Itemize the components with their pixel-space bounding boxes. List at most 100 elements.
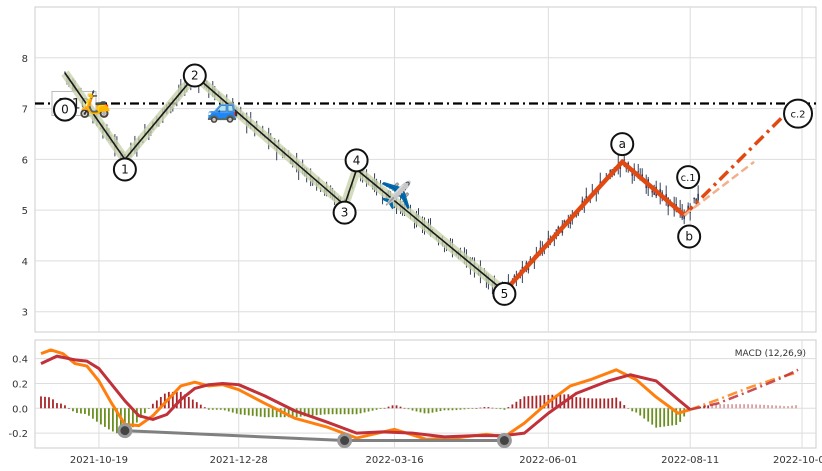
macd-y-axis: -0.2 0.0 0.2 0.4 [8, 355, 28, 440]
wave-label-text: 3 [341, 206, 349, 220]
price-y-axis: 3 4 5 6 7 8 [22, 54, 28, 319]
macd-histogram-bar [671, 408, 674, 426]
macd-histogram-bar [771, 405, 773, 409]
macd-histogram-bar [235, 408, 238, 414]
macd-histogram-bar [48, 397, 50, 409]
impulse-wave-line [64, 72, 505, 292]
candle-body [651, 190, 654, 193]
candle-body [64, 72, 66, 74]
wave-label-text: 1 [121, 163, 129, 177]
macd-histogram-bar [715, 404, 718, 409]
macd-histogram-bar [263, 408, 266, 418]
trough-marker [496, 433, 512, 449]
macd-histogram-bar [207, 408, 210, 410]
transport-icons: 🛵 🚙 ✈️ [79, 89, 413, 210]
candle-body [613, 173, 616, 175]
candle-body [631, 172, 634, 176]
wave-label-circle [52, 97, 77, 122]
macd-histogram-bar [171, 391, 174, 409]
macd-histogram-bar [151, 403, 154, 409]
macd-histogram-bar [112, 408, 114, 432]
macd-histogram-bar [355, 408, 358, 415]
macd-histogram-bar [767, 405, 769, 409]
macd-histogram-bar [315, 408, 318, 416]
macd-histogram-bar [191, 399, 194, 409]
macd-histogram-bar [643, 408, 646, 419]
macd-histogram-bar [119, 408, 122, 435]
candle-body [687, 205, 689, 211]
macd-histogram-bar [68, 408, 70, 409]
macd-histogram-bar [375, 408, 378, 410]
macd-histogram-bar [96, 408, 98, 422]
macd-histogram-bar [387, 406, 390, 409]
x-tick-label: 2022-10-06 [773, 455, 822, 466]
macd-lines [40, 348, 799, 441]
price-y-tick-label: 8 [22, 54, 28, 65]
macd-histogram-bar [303, 408, 306, 417]
macd-histogram-bar [599, 398, 602, 409]
macd-histogram-bar [351, 408, 354, 415]
macd-histogram-bar [531, 395, 534, 409]
macd-histogram-bar [463, 408, 466, 410]
macd-histogram-bar [347, 408, 350, 415]
price-y-tick-label: 5 [22, 206, 28, 217]
macd-histogram-bar [363, 408, 366, 413]
wave-label-circle [677, 224, 702, 249]
macd-histogram-bar [627, 408, 630, 409]
x-tick-label: 2022-06-01 [519, 455, 577, 466]
macd-histogram-bar [459, 408, 462, 410]
macd-histogram-bar [475, 408, 478, 409]
macd-histogram-bar [651, 408, 654, 425]
macd-histogram-bar [515, 401, 518, 409]
macd-histogram-bar [507, 407, 510, 409]
macd-histogram-bar [219, 408, 222, 410]
macd-histogram-bar [251, 408, 254, 416]
macd-grid [35, 340, 816, 448]
macd-histogram-bar [603, 398, 606, 409]
macd-histogram-bar [247, 408, 250, 416]
macd-histogram-bar [319, 408, 322, 415]
macd-histogram-bar [155, 400, 158, 409]
macd-histogram-bar [183, 394, 186, 409]
macd-histogram-bar [267, 408, 270, 418]
candle-body [697, 193, 699, 201]
candle-body [623, 159, 626, 161]
price-y-tick-label: 6 [22, 155, 28, 166]
macd-histogram-bar [243, 408, 246, 415]
macd-histogram-bar [755, 404, 757, 409]
macd-y-tick-label: 0.2 [12, 379, 28, 390]
macd-histogram-bar [108, 408, 110, 430]
wave-label-circle [332, 200, 357, 225]
price-y-tick-label: 3 [22, 308, 28, 319]
macd-histogram-bar [419, 408, 422, 413]
wave-label-text: b [685, 230, 693, 244]
macd-histogram-bar [239, 408, 242, 415]
macd-histogram-bar [104, 408, 106, 427]
macd-histogram-bar [271, 408, 274, 418]
wave-label-circle [676, 165, 701, 190]
wave-label-circle [492, 281, 517, 306]
macd-histogram-bar [639, 408, 642, 416]
macd-histogram-bar [559, 394, 562, 409]
macd-histogram-bar [587, 398, 590, 409]
macd-histogram-bar [411, 408, 414, 411]
macd-histogram-bar [739, 404, 741, 409]
macd-histogram-bar [92, 408, 94, 419]
macd-histogram-bar [311, 408, 314, 416]
macd-histogram-bar [291, 408, 294, 418]
wave-label-text: c.2 [791, 110, 806, 121]
macd-histogram-bar [335, 408, 338, 415]
macd-histogram-bar [44, 396, 46, 409]
macd-histogram-bar [56, 403, 58, 409]
macd-histogram-bar [607, 398, 610, 409]
macd-histogram-bar [379, 408, 382, 409]
macd-histogram-bar [787, 406, 789, 409]
macd-histogram-bar [223, 408, 226, 411]
wave-label-text: 0 [61, 103, 69, 117]
macd-histogram-bar [159, 396, 162, 409]
x-tick-label: 2021-12-28 [210, 455, 268, 466]
macd-histogram-bar [287, 408, 290, 418]
x-axis: 2021-10-19 2021-12-28 2022-03-16 2022-06-01… [70, 455, 822, 466]
macd-histogram-bar [307, 408, 310, 416]
